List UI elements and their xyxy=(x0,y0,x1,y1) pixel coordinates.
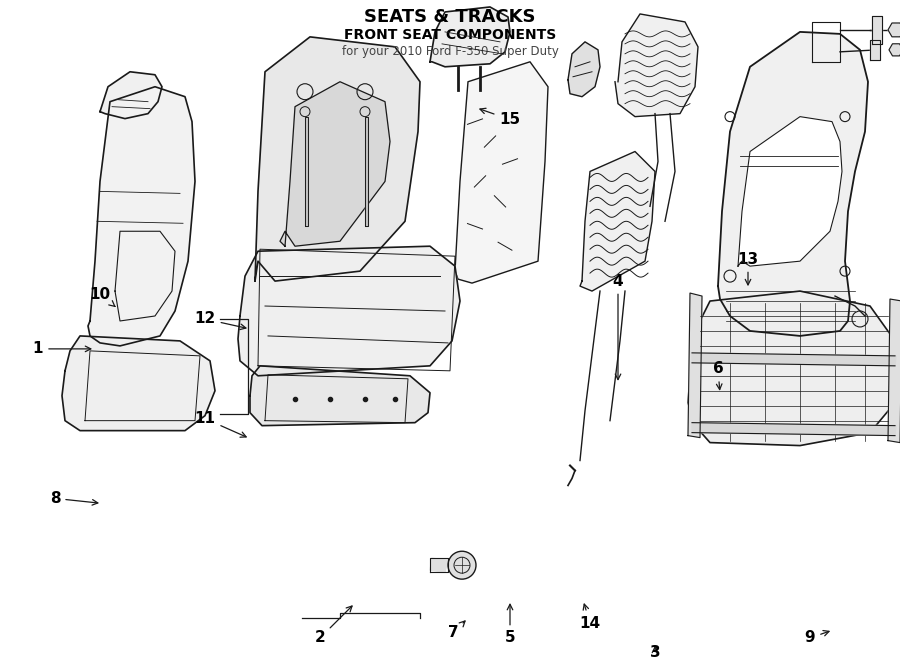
Text: 1: 1 xyxy=(32,342,91,356)
Text: 13: 13 xyxy=(737,252,759,285)
Text: for your 2010 Ford F-350 Super Duty: for your 2010 Ford F-350 Super Duty xyxy=(342,45,558,58)
Polygon shape xyxy=(738,117,842,266)
Polygon shape xyxy=(568,42,600,97)
Text: 2: 2 xyxy=(315,606,352,645)
Polygon shape xyxy=(718,32,868,336)
Text: 9: 9 xyxy=(805,630,829,645)
Text: 12: 12 xyxy=(194,312,246,330)
Circle shape xyxy=(448,551,476,579)
Text: 8: 8 xyxy=(50,491,98,506)
Text: 6: 6 xyxy=(713,361,724,389)
Polygon shape xyxy=(692,422,896,436)
Text: 4: 4 xyxy=(613,273,624,379)
Polygon shape xyxy=(250,366,430,426)
Polygon shape xyxy=(688,291,898,446)
Polygon shape xyxy=(305,117,308,226)
Polygon shape xyxy=(580,152,655,291)
Text: FRONT SEAT COMPONENTS: FRONT SEAT COMPONENTS xyxy=(344,28,556,42)
Polygon shape xyxy=(62,336,215,430)
Polygon shape xyxy=(888,23,900,37)
Text: 5: 5 xyxy=(505,604,516,645)
Text: SEATS & TRACKS: SEATS & TRACKS xyxy=(364,8,536,26)
Polygon shape xyxy=(889,44,900,56)
Text: 10: 10 xyxy=(89,287,115,307)
Polygon shape xyxy=(430,7,510,67)
Polygon shape xyxy=(100,71,162,118)
Polygon shape xyxy=(615,14,698,117)
Text: 11: 11 xyxy=(194,411,247,437)
Text: 7: 7 xyxy=(447,621,465,640)
Polygon shape xyxy=(455,62,548,283)
Text: 15: 15 xyxy=(480,109,520,127)
Polygon shape xyxy=(872,16,882,44)
Polygon shape xyxy=(280,81,390,246)
Polygon shape xyxy=(88,87,195,346)
Polygon shape xyxy=(430,558,448,572)
Polygon shape xyxy=(688,293,702,438)
Polygon shape xyxy=(255,37,420,281)
Polygon shape xyxy=(870,40,880,60)
Text: 3: 3 xyxy=(650,645,661,661)
Polygon shape xyxy=(365,117,368,226)
Polygon shape xyxy=(692,353,896,366)
Text: 14: 14 xyxy=(580,604,600,630)
Polygon shape xyxy=(238,246,460,376)
Polygon shape xyxy=(888,299,900,443)
